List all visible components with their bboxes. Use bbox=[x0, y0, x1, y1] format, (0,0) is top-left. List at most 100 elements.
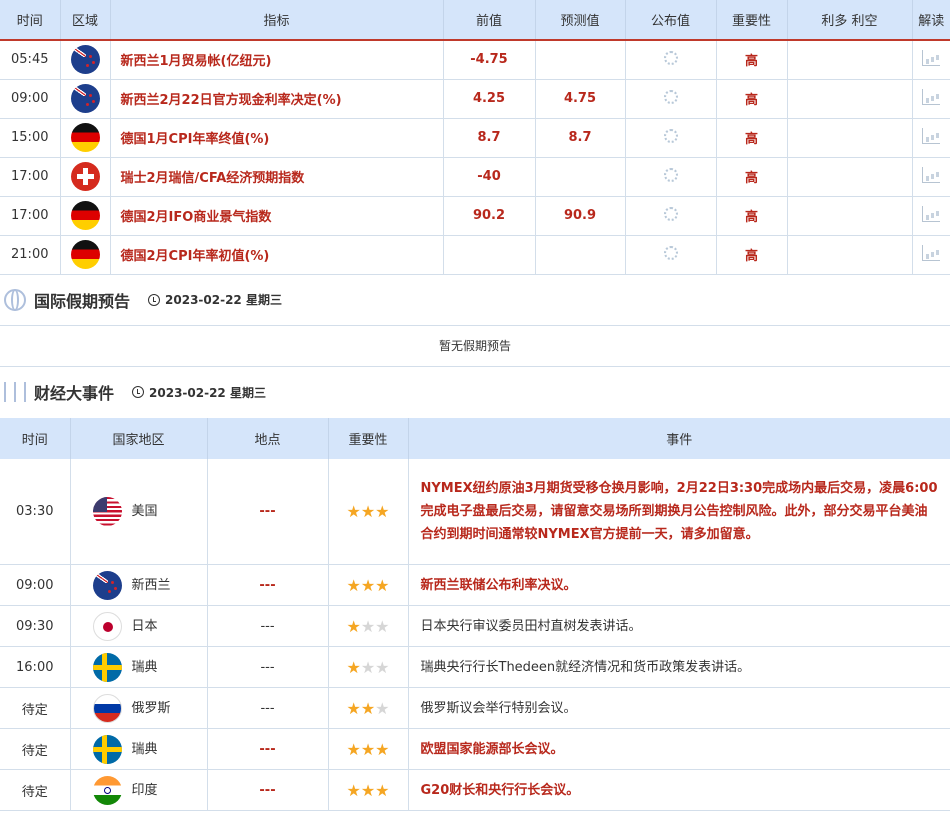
nz-flag-icon bbox=[70, 45, 100, 75]
importance-stars: ★★★ bbox=[328, 458, 409, 565]
loading-spinner-icon bbox=[663, 89, 678, 104]
time: 03:30 bbox=[0, 458, 71, 565]
holiday-section-header: 国际假期预告 2023-02-22 星期三 bbox=[0, 275, 950, 326]
sliders-icon bbox=[4, 381, 26, 403]
bull-bear bbox=[787, 40, 913, 80]
star-icon: ★ bbox=[375, 575, 390, 595]
previous-value: -4.75 bbox=[443, 40, 536, 80]
importance: 高 bbox=[716, 40, 788, 80]
column-header: 前值 bbox=[443, 0, 536, 40]
event-description: G20财长和央行行长会议。 bbox=[408, 769, 950, 811]
event-row: 03:30 美国 --- ★★★ NYMEX纽约原油3月期货受移仓换月影响，2月22日3… bbox=[0, 458, 950, 565]
column-header: 公布值 bbox=[625, 0, 717, 40]
nz-flag-icon bbox=[70, 84, 100, 113]
indicator-name[interactable]: 德国1月CPI年率终值(%) bbox=[110, 118, 444, 158]
star-icon: ★ bbox=[375, 780, 390, 800]
bull-bear bbox=[787, 196, 913, 236]
importance-stars: ★★★ bbox=[328, 605, 409, 647]
calendar-row[interactable]: 05:45 新西兰1月贸易帐(亿纽元) -4.75 高 bbox=[0, 40, 950, 80]
location: --- bbox=[207, 687, 329, 729]
country-name: 瑞典 bbox=[131, 741, 158, 757]
previous-value: 8.7 bbox=[443, 118, 536, 158]
indicator-name[interactable]: 德国2月IFO商业景气指数 bbox=[110, 196, 444, 236]
column-header: 指标 bbox=[110, 0, 444, 40]
se-flag-icon bbox=[92, 652, 122, 682]
country-name: 瑞典 bbox=[131, 659, 158, 675]
star-icon: ★ bbox=[346, 501, 361, 521]
time: 17:00 bbox=[0, 157, 61, 197]
event-description: NYMEX纽约原油3月期货受移仓换月影响，2月22日3:30完成场内最后交易，凌… bbox=[408, 458, 950, 565]
star-icon: ★ bbox=[360, 698, 376, 718]
importance-stars: ★★★ bbox=[328, 564, 409, 606]
importance: 高 bbox=[716, 235, 788, 275]
time: 09:00 bbox=[0, 79, 61, 119]
chart-icon[interactable] bbox=[922, 244, 941, 261]
event-description: 新西兰联储公布利率决议。 bbox=[408, 564, 950, 606]
indicator-name[interactable]: 瑞士2月瑞信/CFA经济预期指数 bbox=[110, 157, 444, 197]
importance: 高 bbox=[716, 79, 788, 119]
events-title: 财经大事件 bbox=[34, 384, 115, 403]
column-header: 利多 利空 bbox=[787, 0, 913, 40]
star-icon: ★ bbox=[360, 616, 376, 636]
calendar-row[interactable]: 15:00 德国1月CPI年率终值(%) 8.7 8.7 高 bbox=[0, 118, 950, 158]
event-row: 16:00 瑞典 --- ★★★ 瑞典央行行长Thedeen就经济情况和货币政策发表讲话… bbox=[0, 646, 950, 688]
de-flag-icon bbox=[70, 123, 100, 152]
event-description: 日本央行审议委员田村直树发表讲话。 bbox=[408, 605, 950, 647]
location: --- bbox=[207, 728, 329, 770]
column-header: 地点 bbox=[207, 417, 329, 459]
se-flag-icon bbox=[92, 734, 122, 764]
column-header: 解读 bbox=[912, 0, 950, 40]
loading-spinner-icon bbox=[663, 167, 678, 182]
star-icon: ★ bbox=[375, 501, 390, 521]
star-icon: ★ bbox=[360, 575, 376, 595]
star-icon: ★ bbox=[375, 698, 390, 718]
chart-icon[interactable] bbox=[922, 205, 941, 222]
in-flag-icon bbox=[92, 775, 122, 805]
location: --- bbox=[207, 646, 329, 688]
us-flag-icon bbox=[92, 496, 122, 526]
indicator-name[interactable]: 新西兰2月22日官方现金利率决定(%) bbox=[110, 79, 444, 119]
forecast-value: 4.75 bbox=[535, 79, 626, 119]
loading-spinner-icon bbox=[663, 50, 678, 65]
location: --- bbox=[207, 564, 329, 606]
time: 待定 bbox=[0, 728, 71, 770]
chart-icon[interactable] bbox=[922, 88, 941, 105]
star-icon: ★ bbox=[346, 780, 361, 800]
previous-value: 90.2 bbox=[443, 196, 536, 236]
importance-stars: ★★★ bbox=[328, 728, 409, 770]
calendar-row[interactable]: 09:00 新西兰2月22日官方现金利率决定(%) 4.25 4.75 高 bbox=[0, 79, 950, 119]
indicator-name[interactable]: 新西兰1月贸易帐(亿纽元) bbox=[110, 40, 444, 80]
column-header: 预测值 bbox=[535, 0, 626, 40]
star-icon: ★ bbox=[375, 616, 390, 636]
star-icon: ★ bbox=[360, 657, 376, 677]
economic-calendar-table: 时间 区域 指标 前值 预测值 公布值 重要性 利多 利空 解读 05:45 新西兰1月贸易帐(亿… bbox=[0, 0, 950, 275]
forecast-value: 90.9 bbox=[535, 196, 626, 236]
country-name: 新西兰 bbox=[131, 577, 171, 593]
no-holiday-message: 暂无假期预告 bbox=[0, 326, 950, 367]
chart-icon[interactable] bbox=[922, 49, 941, 66]
ch-flag-icon bbox=[70, 162, 100, 191]
country-name: 美国 bbox=[131, 503, 158, 519]
calendar-row[interactable]: 21:00 德国2月CPI年率初值(%) 高 bbox=[0, 235, 950, 275]
bull-bear bbox=[787, 79, 913, 119]
star-icon: ★ bbox=[346, 657, 361, 677]
calendar-row[interactable]: 17:00 瑞士2月瑞信/CFA经济预期指数 -40 高 bbox=[0, 157, 950, 197]
location: --- bbox=[207, 458, 329, 565]
star-icon: ★ bbox=[346, 698, 361, 718]
chart-icon[interactable] bbox=[922, 166, 941, 183]
loading-spinner-icon bbox=[663, 245, 678, 260]
forecast-value bbox=[535, 157, 626, 197]
importance-stars: ★★★ bbox=[328, 646, 409, 688]
event-row: 待定 瑞典 --- ★★★ 欧盟国家能源部长会议。 bbox=[0, 728, 950, 770]
forecast-value bbox=[535, 235, 626, 275]
event-description: 俄罗斯议会举行特别会议。 bbox=[408, 687, 950, 729]
time: 17:00 bbox=[0, 196, 61, 236]
forecast-value bbox=[535, 40, 626, 80]
column-header: 国家地区 bbox=[70, 417, 208, 459]
indicator-name[interactable]: 德国2月CPI年率初值(%) bbox=[110, 235, 444, 275]
time: 待定 bbox=[0, 769, 71, 811]
chart-icon[interactable] bbox=[922, 127, 941, 144]
calendar-row[interactable]: 17:00 德国2月IFO商业景气指数 90.2 90.9 高 bbox=[0, 196, 950, 236]
importance: 高 bbox=[716, 118, 788, 158]
previous-value: 4.25 bbox=[443, 79, 536, 119]
